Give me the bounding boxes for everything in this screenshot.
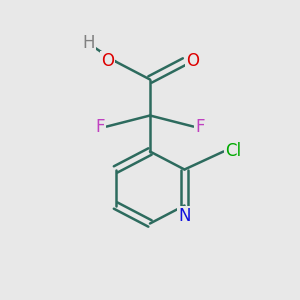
Text: H: H — [82, 34, 95, 52]
Text: F: F — [195, 118, 205, 136]
Text: O: O — [101, 52, 114, 70]
Text: F: F — [95, 118, 105, 136]
Text: N: N — [178, 207, 191, 225]
Text: O: O — [186, 52, 199, 70]
Text: Cl: Cl — [225, 142, 241, 160]
